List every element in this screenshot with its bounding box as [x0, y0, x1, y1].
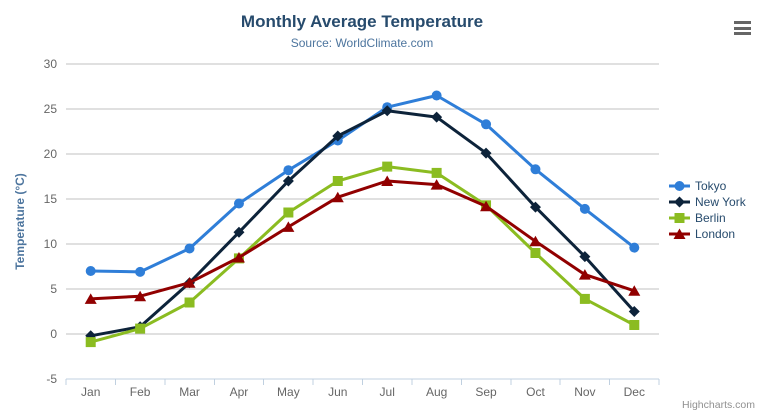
data-point-new-york[interactable] — [579, 251, 591, 263]
x-axis-tick-label: Apr — [230, 385, 249, 399]
data-point-berlin[interactable] — [283, 207, 294, 218]
data-point-new-york[interactable] — [332, 130, 344, 142]
data-point-tokyo[interactable] — [481, 119, 492, 130]
data-point-london[interactable] — [628, 285, 641, 296]
legend-symbol — [674, 181, 685, 191]
x-axis-tick-label: Jun — [328, 385, 347, 399]
data-point-tokyo[interactable] — [135, 266, 146, 277]
data-point-berlin[interactable] — [85, 337, 96, 348]
data-point-tokyo[interactable] — [85, 266, 96, 276]
data-point-new-york[interactable] — [233, 226, 245, 238]
chart-title: Monthly Average Temperature — [240, 12, 484, 31]
menu-bar — [734, 21, 751, 24]
y-axis-tick-label: 5 — [50, 282, 57, 296]
legend-label-new-york: New York — [695, 195, 746, 209]
data-point-london[interactable] — [232, 252, 245, 263]
legend-item-tokyo[interactable]: Tokyo — [669, 178, 746, 194]
legend-symbol — [674, 196, 685, 208]
x-axis-tick-label: Aug — [426, 385, 447, 399]
data-point-berlin[interactable] — [135, 323, 146, 334]
data-point-tokyo[interactable] — [431, 90, 442, 101]
data-point-london[interactable] — [480, 200, 493, 212]
data-point-london[interactable] — [578, 269, 591, 280]
data-point-london[interactable] — [84, 293, 97, 304]
data-point-berlin[interactable] — [431, 167, 442, 178]
x-axis-tick-label: Jan — [81, 385, 100, 399]
legend-item-berlin[interactable]: Berlin — [669, 210, 746, 226]
data-point-tokyo[interactable] — [283, 165, 294, 176]
data-point-london[interactable] — [381, 175, 394, 187]
x-axis-tick-label: Dec — [624, 385, 645, 399]
legend-label-london: London — [695, 227, 736, 241]
legend-symbol — [674, 213, 685, 223]
data-point-tokyo[interactable] — [629, 242, 640, 253]
hamburger-icon[interactable] — [734, 21, 754, 35]
series-line-new-york — [89, 109, 636, 338]
data-point-tokyo[interactable] — [184, 243, 195, 254]
data-point-new-york[interactable] — [480, 147, 492, 159]
legend-item-london[interactable]: London — [669, 226, 746, 242]
data-point-berlin[interactable] — [382, 161, 393, 172]
legend: Tokyo New York Berlin London — [669, 178, 746, 242]
legend-item-new-york[interactable]: New York — [669, 194, 746, 210]
data-point-tokyo[interactable] — [530, 164, 541, 175]
legend-label-berlin: Berlin — [695, 211, 726, 225]
data-point-london[interactable] — [183, 277, 196, 288]
new-york-line-marker-icon — [669, 196, 690, 208]
legend-symbol — [673, 228, 686, 239]
berlin-line-marker-icon — [669, 213, 690, 223]
x-axis-tick-label: Sep — [475, 385, 497, 399]
menu-bar — [734, 26, 751, 30]
data-point-berlin[interactable] — [332, 176, 343, 186]
data-point-berlin[interactable] — [184, 297, 195, 308]
data-point-london[interactable] — [529, 235, 542, 247]
x-axis-tick-label: Oct — [526, 385, 545, 399]
series-line-london — [89, 179, 636, 301]
y-axis-tick-label: 10 — [44, 237, 58, 251]
x-axis-tick-label: Feb — [130, 385, 151, 399]
data-point-berlin[interactable] — [530, 248, 541, 258]
data-point-tokyo[interactable] — [233, 198, 244, 209]
chart-subtitle: Source: WorldClimate.com — [290, 36, 434, 50]
y-axis-tick-label: 30 — [44, 57, 58, 71]
data-point-tokyo[interactable] — [579, 203, 590, 214]
y-axis-tick-label: 25 — [44, 102, 58, 116]
menu-bar — [734, 32, 751, 35]
y-axis-title: Temperature (°C) — [13, 173, 27, 270]
data-point-london[interactable] — [331, 191, 344, 203]
series-line-berlin — [89, 165, 636, 344]
data-point-new-york[interactable] — [282, 175, 294, 187]
data-point-new-york[interactable] — [628, 306, 640, 317]
tokyo-line-marker-icon — [669, 181, 690, 191]
y-axis-tick-label: 0 — [50, 327, 57, 341]
data-point-london[interactable] — [134, 290, 147, 302]
data-point-new-york[interactable] — [529, 201, 541, 213]
data-point-london[interactable] — [430, 179, 443, 190]
london-line-marker-icon — [669, 228, 690, 239]
data-point-new-york[interactable] — [431, 111, 443, 123]
data-point-berlin[interactable] — [579, 293, 590, 304]
x-axis-tick-label: Jul — [380, 385, 395, 399]
data-point-new-york[interactable] — [381, 105, 393, 117]
x-axis-tick-label: Mar — [179, 385, 200, 399]
y-axis-tick-label: 15 — [44, 192, 58, 206]
x-axis-tick-label: May — [277, 385, 300, 399]
x-axis-tick-label: Nov — [574, 385, 595, 399]
y-axis-tick-label: 20 — [44, 147, 58, 161]
data-point-berlin[interactable] — [629, 320, 640, 330]
data-point-london[interactable] — [282, 221, 295, 232]
y-axis-tick-label: -5 — [46, 372, 57, 386]
highcharts-credit-link[interactable]: Highcharts.com — [682, 399, 755, 411]
legend-label-tokyo: Tokyo — [695, 179, 727, 193]
